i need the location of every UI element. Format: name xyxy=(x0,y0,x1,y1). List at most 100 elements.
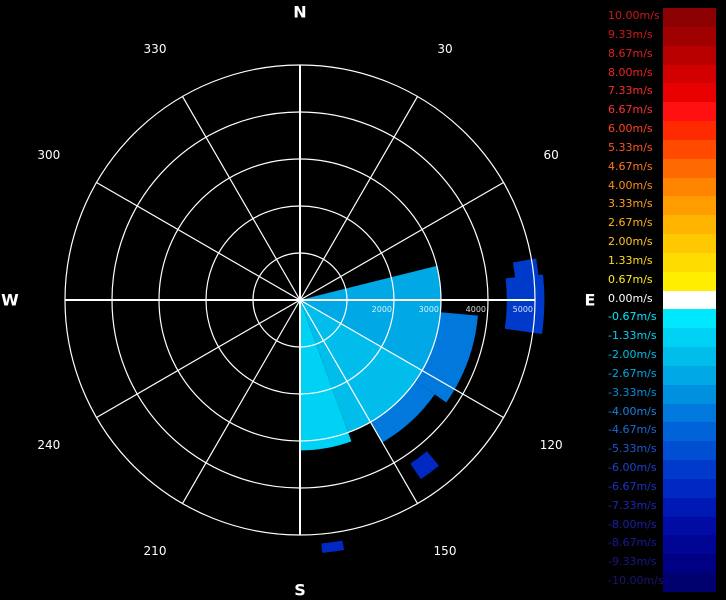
legend-swatch xyxy=(663,45,716,65)
range-label: 3000 xyxy=(419,305,439,314)
legend-row: -6.67m/s xyxy=(606,478,716,499)
polar-labels: N E S W 30 60 120 150 210 240 300 330 2000 3000 4000 50… xyxy=(1,3,595,600)
legend-row: 6.00m/s xyxy=(606,121,716,141)
polar-plot: N E S W 30 60 120 150 210 240 300 330 2000 3000 4000 50… xyxy=(1,3,595,600)
legend-swatch xyxy=(663,384,716,405)
legend-row: 4.67m/s xyxy=(606,158,716,179)
legend-label: -6.67m/s xyxy=(608,479,657,493)
legend-swatch xyxy=(663,554,716,574)
angle-label: 120 xyxy=(540,438,563,452)
legend-label: 0.00m/s xyxy=(608,291,653,305)
legend-swatch xyxy=(663,215,716,235)
legend-swatch xyxy=(663,83,716,103)
legend-swatch xyxy=(663,516,716,536)
legend-row: -8.00m/s xyxy=(606,516,716,536)
legend-label: 1.33m/s xyxy=(608,253,653,267)
legend-row: -3.33m/s xyxy=(606,384,716,405)
legend-row: 8.00m/s xyxy=(606,64,716,84)
legend-swatch xyxy=(663,158,716,179)
legend-row: 4.00m/s xyxy=(606,177,716,197)
legend-swatch xyxy=(663,234,716,254)
legend-row: 9.33m/s xyxy=(606,26,716,47)
angle-label: 30 xyxy=(437,42,452,56)
legend-swatch xyxy=(663,478,716,499)
angle-label: 210 xyxy=(144,544,167,558)
legend-row: -0.67m/s xyxy=(606,309,716,329)
legend-label: 2.67m/s xyxy=(608,216,653,230)
legend-label: 5.33m/s xyxy=(608,140,653,154)
legend-label: -3.33m/s xyxy=(608,385,657,399)
cardinal-label-w: W xyxy=(1,291,19,310)
legend-row: 10.00m/s xyxy=(606,8,716,28)
cardinal-label-e: E xyxy=(585,291,596,310)
legend-label: 2.00m/s xyxy=(608,235,653,249)
legend-label: 3.33m/s xyxy=(608,197,653,211)
legend-label: -4.00m/s xyxy=(608,404,657,418)
angle-label: 240 xyxy=(37,438,60,452)
legend-swatch xyxy=(663,102,716,122)
velocity-sector xyxy=(300,300,441,371)
legend-label: -8.67m/s xyxy=(608,536,657,550)
cardinal-label-n: N xyxy=(293,3,306,22)
angle-label: 330 xyxy=(144,42,167,56)
velocity-sector xyxy=(300,265,441,300)
legend-label: 0.67m/s xyxy=(608,272,653,286)
legend-label: 4.00m/s xyxy=(608,178,653,192)
legend-row: -4.00m/s xyxy=(606,403,716,423)
polar-grid xyxy=(64,64,536,536)
legend-swatch xyxy=(663,26,716,47)
angle-label: 300 xyxy=(37,148,60,162)
legend-row: -8.67m/s xyxy=(606,535,716,555)
legend-row: 0.67m/s xyxy=(606,271,716,292)
spoke-line xyxy=(299,181,504,301)
legend-swatch xyxy=(663,290,716,310)
legend-swatch xyxy=(663,365,716,386)
velocity-sector xyxy=(415,312,478,403)
legend-label: -6.00m/s xyxy=(608,461,657,475)
legend-swatch xyxy=(663,422,716,442)
velocity-sector xyxy=(300,300,423,433)
legend-label: -7.33m/s xyxy=(608,498,657,512)
legend-label: -2.00m/s xyxy=(608,348,657,362)
range-label: 5000 xyxy=(513,305,533,314)
legend-swatch xyxy=(663,139,716,160)
angle-label: 60 xyxy=(544,148,559,162)
legend-row: 8.67m/s xyxy=(606,45,716,65)
legend-row: 2.00m/s xyxy=(606,234,716,254)
angle-label: 150 xyxy=(434,544,457,558)
legend-row: -7.33m/s xyxy=(606,497,716,518)
legend-swatch xyxy=(663,497,716,518)
spoke-line xyxy=(181,299,301,504)
cardinal-label-s: S xyxy=(294,581,306,600)
legend-swatch xyxy=(663,441,716,461)
spoke-line xyxy=(181,96,301,301)
spoke-line xyxy=(299,299,419,504)
legend-label: 9.33m/s xyxy=(608,27,653,41)
legend-row: 1.33m/s xyxy=(606,252,716,273)
legend-label: -10.00m/s xyxy=(608,574,664,588)
spoke-line xyxy=(299,96,419,301)
legend-swatch xyxy=(663,196,716,216)
legend-label: -4.67m/s xyxy=(608,423,657,437)
legend-swatch xyxy=(663,347,716,367)
legend-swatch xyxy=(663,460,716,480)
legend-row: -4.67m/s xyxy=(606,422,716,442)
legend-label: 8.67m/s xyxy=(608,46,653,60)
legend-row: 0.00m/s xyxy=(606,290,716,310)
legend-row: 3.33m/s xyxy=(606,196,716,216)
legend-swatch xyxy=(663,309,716,329)
legend-row: -5.33m/s xyxy=(606,441,716,461)
legend-swatch xyxy=(663,573,716,593)
legend-row: -6.00m/s xyxy=(606,460,716,480)
legend-label: -1.33m/s xyxy=(608,329,657,343)
legend-label: 6.00m/s xyxy=(608,122,653,136)
legend-row: 6.67m/s xyxy=(606,102,716,122)
legend-label: 4.67m/s xyxy=(608,159,653,173)
spoke-line xyxy=(96,181,301,301)
color-legend: 10.00m/s 9.33m/s 8.67m/s 8.00m/s 7.33m/s 6.67… xyxy=(606,8,716,593)
legend-row: -2.67m/s xyxy=(606,365,716,386)
velocity-sector xyxy=(321,540,345,553)
velocity-sector xyxy=(410,451,439,480)
legend-swatch xyxy=(663,64,716,84)
spoke-line xyxy=(96,299,301,419)
